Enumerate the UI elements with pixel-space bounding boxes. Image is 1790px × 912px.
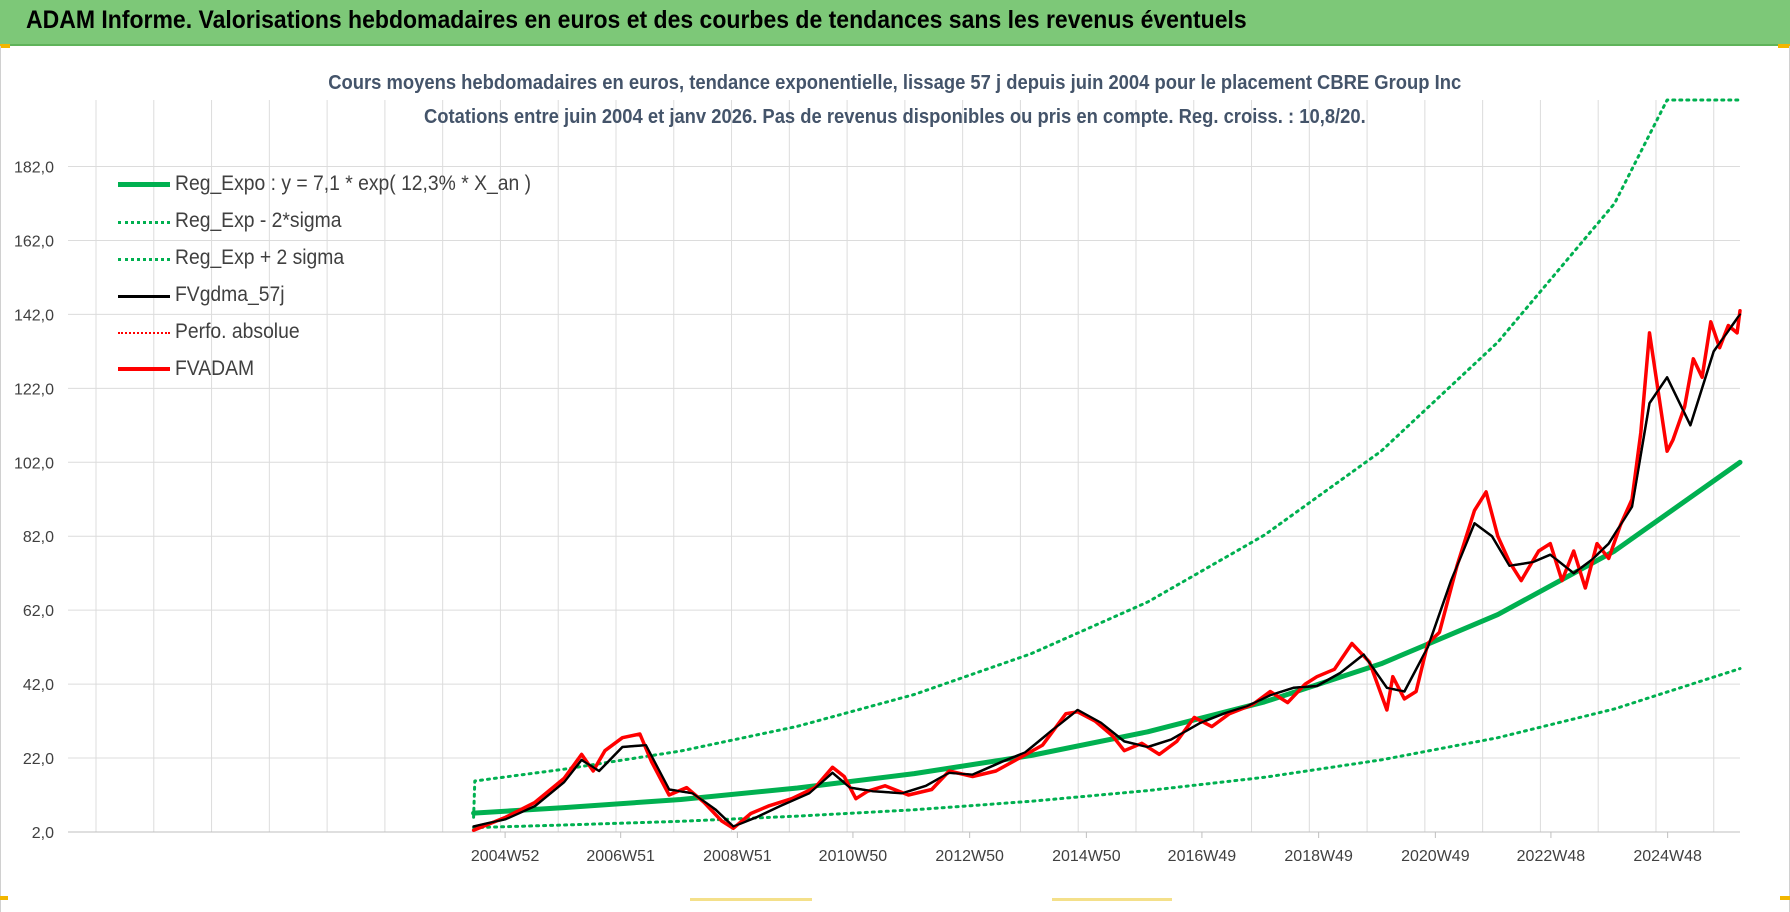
legend-label-reg-minus-2sigma: Reg_Exp - 2*sigma [175,209,342,232]
x-tick-label-9: 2022W48 [1517,848,1586,865]
x-tick-label-8: 2020W49 [1401,848,1470,865]
series-line-1 [472,667,1742,830]
legend-swatch-perfo-absolue [118,332,170,334]
y-tick-label-4: 82,0 [23,529,54,546]
corner-mark-bottom-right [1780,896,1790,900]
y-tick-label-5: 102,0 [14,455,54,472]
chart-subtitle: Cotations entre juin 2004 et janv 2026. … [424,106,1366,128]
y-tick-label-1: 22,0 [23,751,54,768]
x-tick-label-0: 2004W52 [471,848,540,865]
footer-mark-2 [1052,898,1172,901]
corner-mark-top-right [1778,44,1790,48]
corner-mark-top-left [0,44,10,48]
legend-swatch-reg-minus-2sigma [118,221,170,224]
legend-label-reg-plus-2sigma: Reg_Exp + 2 sigma [175,246,345,269]
legend-item-reg-expo: Reg_Expo : y = 7,1 * exp( 12,3% * X_an ) [118,172,638,202]
x-tick-label-3: 2010W50 [819,848,888,865]
legend-label-fvgdma: FVgdma_57j [175,283,285,306]
y-tick-label-7: 142,0 [14,307,54,324]
legend-swatch-reg-expo [118,182,170,187]
series-line-2 [472,98,1742,819]
legend-swatch-fvgdma [118,295,170,298]
y-tick-label-8: 162,0 [14,233,54,250]
y-tick-label-3: 62,0 [23,603,54,620]
y-tick-label-2: 42,0 [23,677,54,694]
x-tick-label-6: 2016W49 [1168,848,1237,865]
series-line-3-overlay [472,313,1741,828]
legend-label-perfo-absolue: Perfo. absolue [175,320,300,343]
legend-item-fvadam: FVADAM [118,357,638,387]
legend-swatch-reg-plus-2sigma [118,258,170,261]
x-tick-label-2: 2008W51 [703,848,772,865]
y-tick-label-6: 122,0 [14,381,54,398]
legend-item-fvgdma: FVgdma_57j [118,283,638,313]
legend-swatch-fvadam [118,367,170,371]
corner-mark-bottom-left [0,896,8,900]
x-tick-label-5: 2014W50 [1052,848,1121,865]
y-tick-label-0: 2,0 [32,825,54,842]
legend-item-reg-minus-2sigma: Reg_Exp - 2*sigma [118,209,638,239]
series-line-3 [472,313,1742,828]
y-tick-label-9: 182,0 [14,160,54,177]
chart-title: Cours moyens hebdomadaires en euros, ten… [328,72,1462,94]
x-tick-label-1: 2006W51 [586,848,655,865]
legend-item-perfo-absolue: Perfo. absolue [118,320,638,350]
report-header: ADAM Informe. Valorisations hebdomadaire… [0,0,1790,46]
legend-label-fvadam: FVADAM [175,357,255,380]
footer-mark-1 [690,898,812,901]
x-tick-label-4: 2012W50 [935,848,1004,865]
legend-label-reg-expo: Reg_Expo : y = 7,1 * exp( 12,3% * X_an ) [175,172,532,195]
x-tick-label-10: 2024W48 [1633,848,1702,865]
legend-item-reg-plus-2sigma: Reg_Exp + 2 sigma [118,246,638,276]
report-title: ADAM Informe. Valorisations hebdomadaire… [26,6,1247,34]
series-line-0 [471,459,1743,816]
x-tick-label-7: 2018W49 [1284,848,1353,865]
